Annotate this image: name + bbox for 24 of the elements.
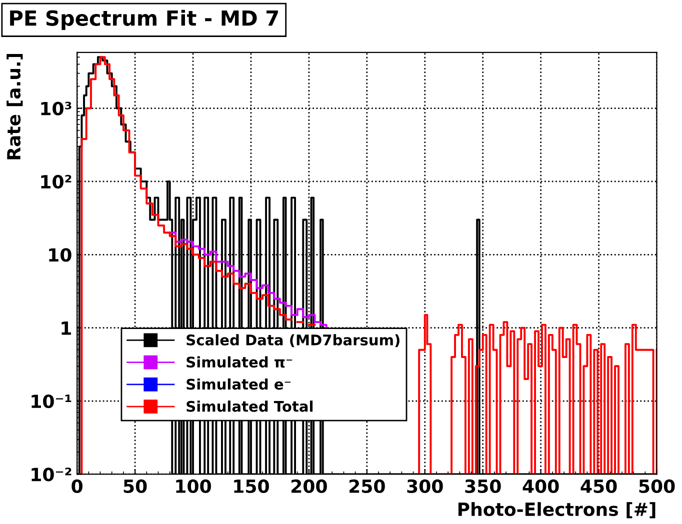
y-tick-label: 10⁻² [32,468,72,482]
x-tick-label: 250 [350,479,385,494]
x-tick-label: 0 [72,479,82,494]
y-tick-label: 10³ [41,102,72,116]
x-tick-label: 50 [124,479,147,494]
x-tick-label: 100 [176,479,211,494]
y-axis-title: Rate [a.u.] [6,54,23,160]
chart-title: PE Spectrum Fit - MD 7 [10,10,278,30]
x-tick-label: 400 [522,479,559,494]
legend-label: Scaled Data (MD7barsum) [186,334,400,348]
y-tick-label: 10⁻¹ [32,394,72,408]
y-tick-label: 10² [41,174,72,189]
legend-label: Simulated e⁻ [186,378,291,390]
x-tick-label: 450 [580,479,617,494]
x-tick-label: 300 [407,479,443,494]
legend-label: Simulated π⁻ [186,356,292,368]
x-tick-label: 500 [639,479,675,494]
y-tick-label: 10 [49,248,72,262]
x-tick-label: 150 [234,479,269,494]
x-tick-label: 350 [465,479,501,494]
legend-label: Simulated Total [186,400,313,412]
y-tick-label: 1 [62,322,71,335]
x-axis-title: Photo-Electrons [#] [458,502,656,518]
x-tick-label: 200 [292,479,327,494]
